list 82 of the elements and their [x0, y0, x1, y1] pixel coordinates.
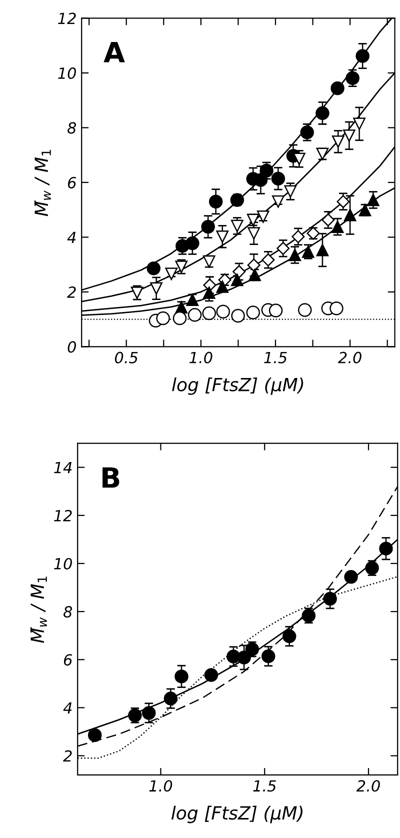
point	[216, 230, 229, 243]
point	[332, 135, 344, 148]
y-axis-title: M̄$_{w}$ / M$_{1}$	[30, 576, 47, 643]
point	[293, 152, 306, 166]
point	[208, 194, 223, 208]
point	[202, 286, 216, 299]
point	[188, 308, 202, 322]
point	[186, 236, 200, 250]
point	[186, 294, 199, 306]
y-tick-label: 2	[67, 286, 76, 298]
point	[230, 274, 244, 286]
point	[322, 213, 335, 226]
point	[156, 311, 170, 326]
y-tick-label: 4	[67, 232, 76, 243]
point	[330, 301, 344, 316]
x-axis-title: log [FtsZ] (µM)	[172, 377, 304, 395]
point	[201, 220, 215, 234]
y-tick-label: 0	[68, 341, 76, 353]
x-tick-label: 2.0	[338, 352, 362, 364]
point	[237, 650, 251, 664]
x-tick-label: 0.5	[114, 352, 138, 364]
point	[204, 668, 218, 682]
point	[344, 570, 358, 584]
point	[174, 670, 188, 684]
point	[342, 129, 356, 142]
point	[268, 304, 283, 318]
y-tick-label: 8	[68, 122, 76, 134]
point	[88, 728, 102, 742]
point	[261, 649, 276, 664]
y-tick-label: 2	[63, 750, 72, 762]
point	[282, 629, 296, 644]
y-tick-label: 10	[58, 67, 76, 79]
y-tick-label: 12	[58, 12, 76, 24]
y-tick-label: 10	[54, 558, 72, 570]
y-tick-label: 6	[64, 654, 72, 666]
x-tick-label: 1.0	[149, 780, 172, 792]
y-tick-label: 14	[54, 462, 72, 474]
point	[216, 304, 230, 319]
point	[284, 185, 297, 198]
annotation: A	[104, 42, 125, 62]
point	[150, 282, 162, 295]
point	[366, 194, 380, 206]
y-tick-label: 6	[68, 176, 76, 188]
point	[353, 118, 366, 130]
point	[172, 311, 187, 326]
point	[344, 208, 356, 222]
point	[272, 195, 284, 208]
point	[276, 242, 290, 255]
point	[356, 49, 370, 63]
point	[164, 692, 178, 706]
y-tick-label: 8	[64, 606, 72, 618]
annotation: B	[102, 467, 120, 488]
point	[202, 306, 216, 320]
point	[216, 280, 229, 293]
point	[231, 308, 245, 323]
point	[248, 227, 260, 240]
x-axis-title: log [FtsZ] (µM)	[171, 806, 302, 824]
point	[316, 244, 329, 256]
y-axis-title: M̄$_{w}$ / M$_{1}$	[34, 150, 51, 216]
x-tick-label: 2.0	[356, 780, 380, 792]
point	[292, 230, 305, 244]
point	[316, 106, 330, 120]
point	[246, 306, 260, 320]
point	[146, 262, 161, 276]
y-tick-label: 12	[54, 510, 72, 522]
point	[298, 303, 312, 317]
point	[271, 172, 286, 186]
y-tick-label: 4	[63, 702, 72, 714]
x-tick-label: 1.5	[253, 780, 276, 792]
point	[331, 220, 344, 233]
x-tick-label: 1.5	[264, 352, 287, 364]
point	[247, 258, 260, 272]
point	[379, 542, 393, 556]
point	[336, 195, 350, 208]
point	[230, 220, 244, 232]
point	[142, 706, 156, 720]
point	[323, 592, 337, 606]
point	[262, 253, 275, 266]
point	[330, 81, 344, 96]
point	[165, 268, 178, 280]
point	[232, 265, 246, 278]
x-tick-label: 1.0	[190, 352, 212, 364]
